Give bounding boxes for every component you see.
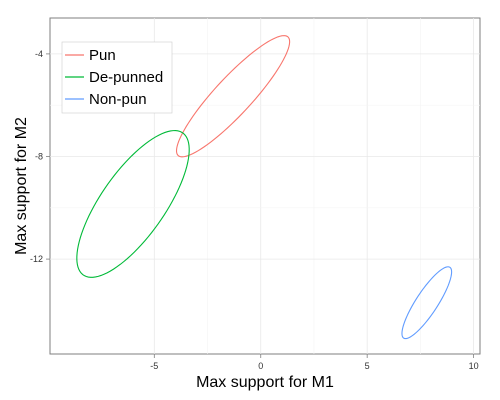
x-tick-label: 5 — [365, 361, 370, 371]
x-tick-label: -5 — [150, 361, 158, 371]
legend-label-0: Pun — [89, 47, 116, 64]
axis-ticks: -5 0 5 10 -12 -8 -4 — [30, 49, 479, 371]
x-tick-label: 0 — [258, 361, 263, 371]
y-tick-label: -8 — [35, 152, 43, 162]
ellipses — [76, 35, 453, 340]
y-tick-label: -4 — [35, 49, 43, 59]
x-axis-title: Max support for M1 — [196, 374, 334, 391]
legend-label-2: Non-pun — [89, 91, 147, 108]
series-ellipse-0 — [175, 35, 291, 158]
series-ellipse-1 — [76, 130, 190, 278]
y-tick-label: -12 — [30, 254, 43, 264]
x-tick-label: 10 — [469, 361, 479, 371]
legend: Pun De-punned Non-pun — [61, 41, 173, 114]
series-ellipse-2 — [401, 266, 453, 340]
y-axis-title: Max support for M2 — [13, 117, 30, 255]
legend-label-1: De-punned — [89, 69, 163, 86]
